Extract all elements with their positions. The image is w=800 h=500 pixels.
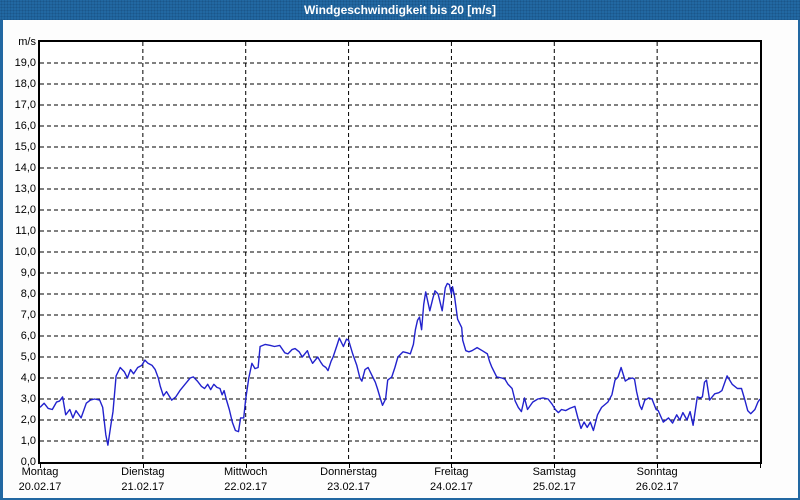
y-axis-tick-label: 17,0 <box>14 99 36 111</box>
chart-canvas: m/s 19,0 18,0 17,0 16,0 15,0 14,0 13,0 12,0 11,0 1… <box>3 20 798 498</box>
x-axis-tick-mark <box>760 464 761 468</box>
y-axis-tick-label: 2,0 <box>20 414 36 426</box>
y-axis-tick-label: 13,0 <box>14 183 36 195</box>
x-axis-day-label: Samstag <box>532 466 576 478</box>
x-axis-date-label: 22.02.17 <box>224 481 268 493</box>
y-axis-tick-label: 4,0 <box>20 372 36 384</box>
y-axis-tick-label: 8,0 <box>20 288 36 300</box>
y-axis-tick-label: 14,0 <box>14 162 36 174</box>
y-axis-tick-label: 7,0 <box>20 309 36 321</box>
chart-svg <box>40 42 760 462</box>
x-axis-date-label: 20.02.17 <box>18 481 62 493</box>
y-axis-tick-label: 3,0 <box>20 393 36 405</box>
x-axis-day-label: Mittwoch <box>224 466 268 478</box>
title-bar: Windgeschwindigkeit bis 20 [m/s] <box>0 0 800 20</box>
y-axis-tick-label: 6,0 <box>20 330 36 342</box>
x-axis-day-label: Dienstag <box>121 466 165 478</box>
y-axis-tick-label: 9,0 <box>20 267 36 279</box>
y-axis-tick-label: 19,0 <box>14 57 36 69</box>
x-axis-day-label: Donnerstag <box>320 466 377 478</box>
x-axis-tick-mark <box>657 464 659 468</box>
x-axis-tick-mark <box>348 464 350 468</box>
x-axis-day-label: Montag <box>21 466 59 478</box>
x-axis-date-label: 24.02.17 <box>430 481 473 493</box>
plot-area <box>38 40 762 464</box>
y-axis-tick-label: 15,0 <box>14 141 36 153</box>
x-axis-date-label: 26.02.17 <box>635 481 679 493</box>
y-axis-tick-label: 1,0 <box>20 435 36 447</box>
x-axis-tick-mark <box>40 464 41 468</box>
y-axis-tick-label: 12,0 <box>14 204 36 216</box>
x-axis-tick-mark <box>554 464 556 468</box>
y-axis-tick-label: 16,0 <box>14 120 36 132</box>
y-axis-unit-label: m/s <box>18 36 36 48</box>
y-axis-tick-label: 10,0 <box>14 246 36 258</box>
y-axis-tick-label: 11,0 <box>15 225 36 237</box>
y-axis-tick-label: 0,0 <box>20 456 36 468</box>
y-axis-tick-label: 18,0 <box>14 78 36 90</box>
window-title: Windgeschwindigkeit bis 20 [m/s] <box>304 3 496 17</box>
x-axis-tick-mark <box>245 464 247 468</box>
x-axis-date-label: 25.02.17 <box>532 481 576 493</box>
y-axis-tick-label: 5,0 <box>20 351 36 363</box>
x-axis-date-label: 21.02.17 <box>121 481 165 493</box>
x-axis-day-label: Freitag <box>434 466 469 478</box>
x-axis-day-label: Sonntag <box>636 466 678 478</box>
x-axis-tick-mark <box>451 464 453 468</box>
x-axis-tick-mark <box>142 464 144 468</box>
x-axis-date-label: 23.02.17 <box>327 481 370 493</box>
wind-speed-line <box>40 282 760 446</box>
